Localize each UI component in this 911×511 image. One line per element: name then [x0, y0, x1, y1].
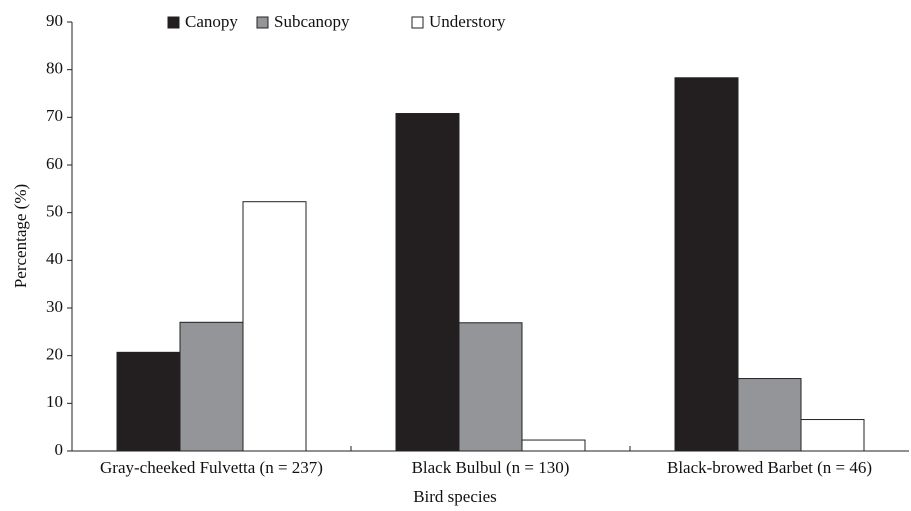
bar: [800, 419, 865, 452]
legend-swatch: [167, 16, 180, 29]
bar: [179, 321, 244, 452]
x-axis-label: Bird species: [413, 487, 497, 506]
y-axis-label: Percentage (%): [11, 184, 30, 288]
bar: [242, 201, 307, 452]
legend-swatch: [256, 16, 269, 29]
bar: [521, 439, 586, 452]
y-tick-label: 50: [46, 202, 63, 221]
legend-swatch: [411, 16, 424, 29]
y-tick-label: 60: [46, 154, 63, 173]
bar: [458, 322, 523, 452]
x-tick-label: Black-browed Barbet (n = 46): [667, 458, 872, 477]
y-tick-label: 90: [46, 11, 63, 30]
y-tick-label: 70: [46, 106, 63, 125]
y-tick-label: 20: [46, 345, 63, 364]
bar: [116, 351, 181, 452]
y-tick-label: 30: [46, 297, 63, 316]
legend-label: Subcanopy: [274, 12, 350, 31]
bar: [737, 378, 802, 452]
bar: [674, 77, 739, 452]
x-tick-label: Black Bulbul (n = 130): [412, 458, 570, 477]
legend-label: Understory: [429, 12, 506, 31]
bar: [395, 113, 460, 452]
legend-label: Canopy: [185, 12, 238, 31]
y-tick-label: 40: [46, 249, 63, 268]
y-tick-label: 80: [46, 59, 63, 78]
y-tick-label: 0: [55, 440, 64, 459]
x-tick-label: Gray-cheeked Fulvetta (n = 237): [100, 458, 323, 477]
y-tick-label: 10: [46, 392, 63, 411]
